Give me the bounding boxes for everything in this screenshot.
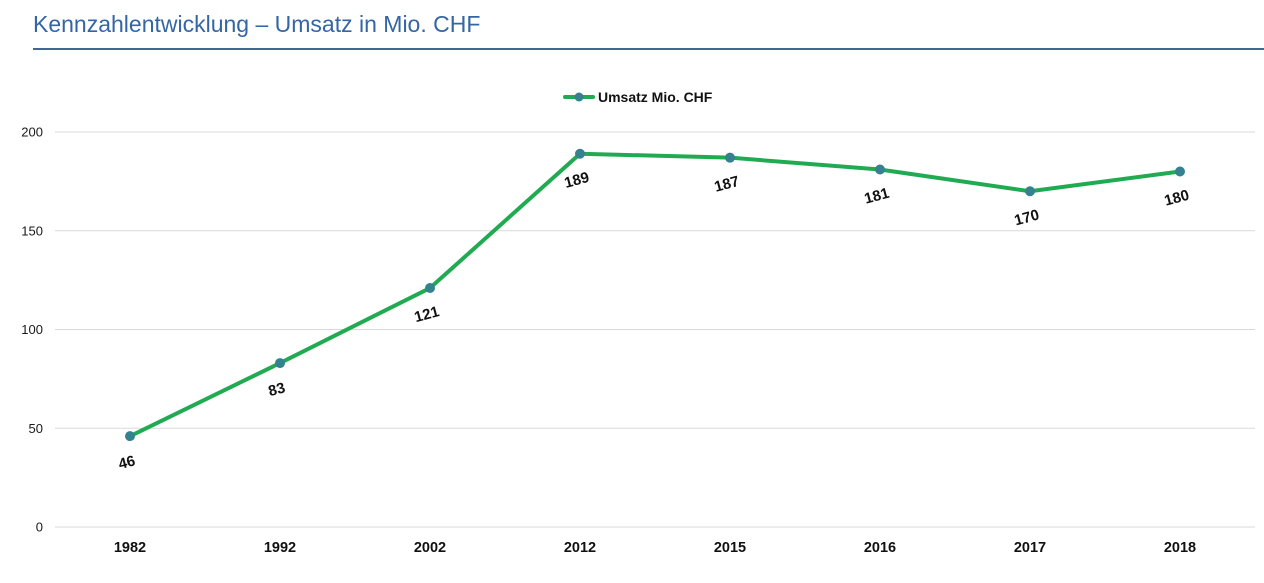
legend-item[interactable]: Umsatz Mio. CHF [563,89,712,105]
data-point-label: 170 [1013,206,1042,229]
title-underline [33,48,1264,50]
data-point-marker [425,283,435,294]
series-line [128,151,1182,439]
legend-line-icon [563,92,595,102]
data-point-label: 189 [563,169,592,192]
x-axis-label: 2015 [714,540,746,556]
data-point-marker [1025,186,1035,197]
data-point-label: 121 [413,303,442,326]
x-axis-label: 1992 [264,540,296,556]
x-axis-label: 2012 [564,540,596,556]
page-title: Kennzahlentwicklung – Umsatz in Mio. CHF [33,11,481,37]
data-point-label: 83 [267,379,288,400]
y-axis-tick-label: 200 [21,125,43,140]
y-axis-tick-label: 100 [21,322,43,337]
y-axis-tick-label: 50 [29,421,43,436]
data-point-label: 181 [863,185,892,208]
data-point-marker [1175,166,1185,177]
data-point-marker [575,148,585,159]
data-point-marker [875,164,885,175]
x-axis-label: 2002 [414,540,446,556]
data-point-label: 187 [713,173,742,196]
data-point-marker [725,152,735,163]
data-point-label: 46 [117,452,138,473]
x-axis-label: 2018 [1164,540,1196,556]
y-axis-tick-label: 150 [21,223,43,238]
x-axis-label: 2016 [864,540,896,556]
legend-marker-dot-icon [574,92,584,102]
data-point-marker [125,431,135,442]
data-point-marker [275,358,285,369]
legend-series-label: Umsatz Mio. CHF [598,89,713,105]
x-axis-label: 2017 [1014,540,1046,556]
y-axis-tick-label: 0 [36,520,43,535]
x-axis-label: 1982 [114,540,146,556]
data-point-label: 180 [1163,187,1192,210]
